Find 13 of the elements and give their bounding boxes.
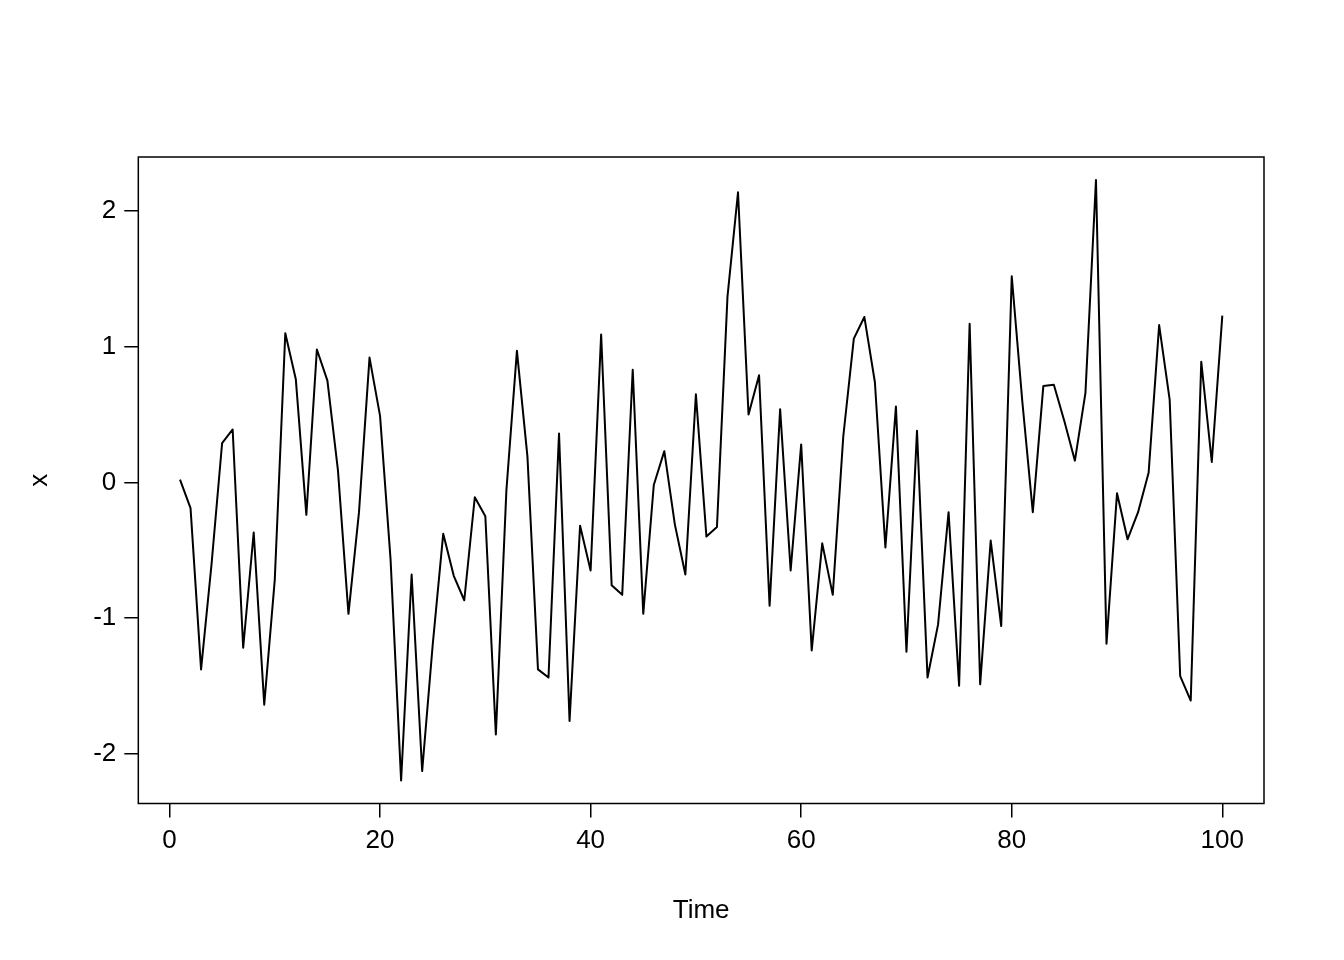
- x-tick-label: 80: [997, 824, 1027, 855]
- x-tick-label: 100: [1200, 824, 1244, 855]
- x-tick-label: 20: [365, 824, 395, 855]
- y-axis-title: x: [22, 473, 53, 487]
- y-tick-label: -1: [93, 601, 117, 632]
- y-tick-label: 2: [101, 194, 117, 225]
- y-tick-label: 0: [101, 465, 117, 496]
- x-tick-label: 0: [162, 824, 177, 855]
- x-tick-label: 40: [576, 824, 606, 855]
- x-tick-label: 60: [786, 824, 816, 855]
- x-axis-title: Time: [672, 893, 730, 924]
- y-tick-label: -2: [93, 736, 117, 767]
- y-tick-label: 1: [101, 329, 117, 360]
